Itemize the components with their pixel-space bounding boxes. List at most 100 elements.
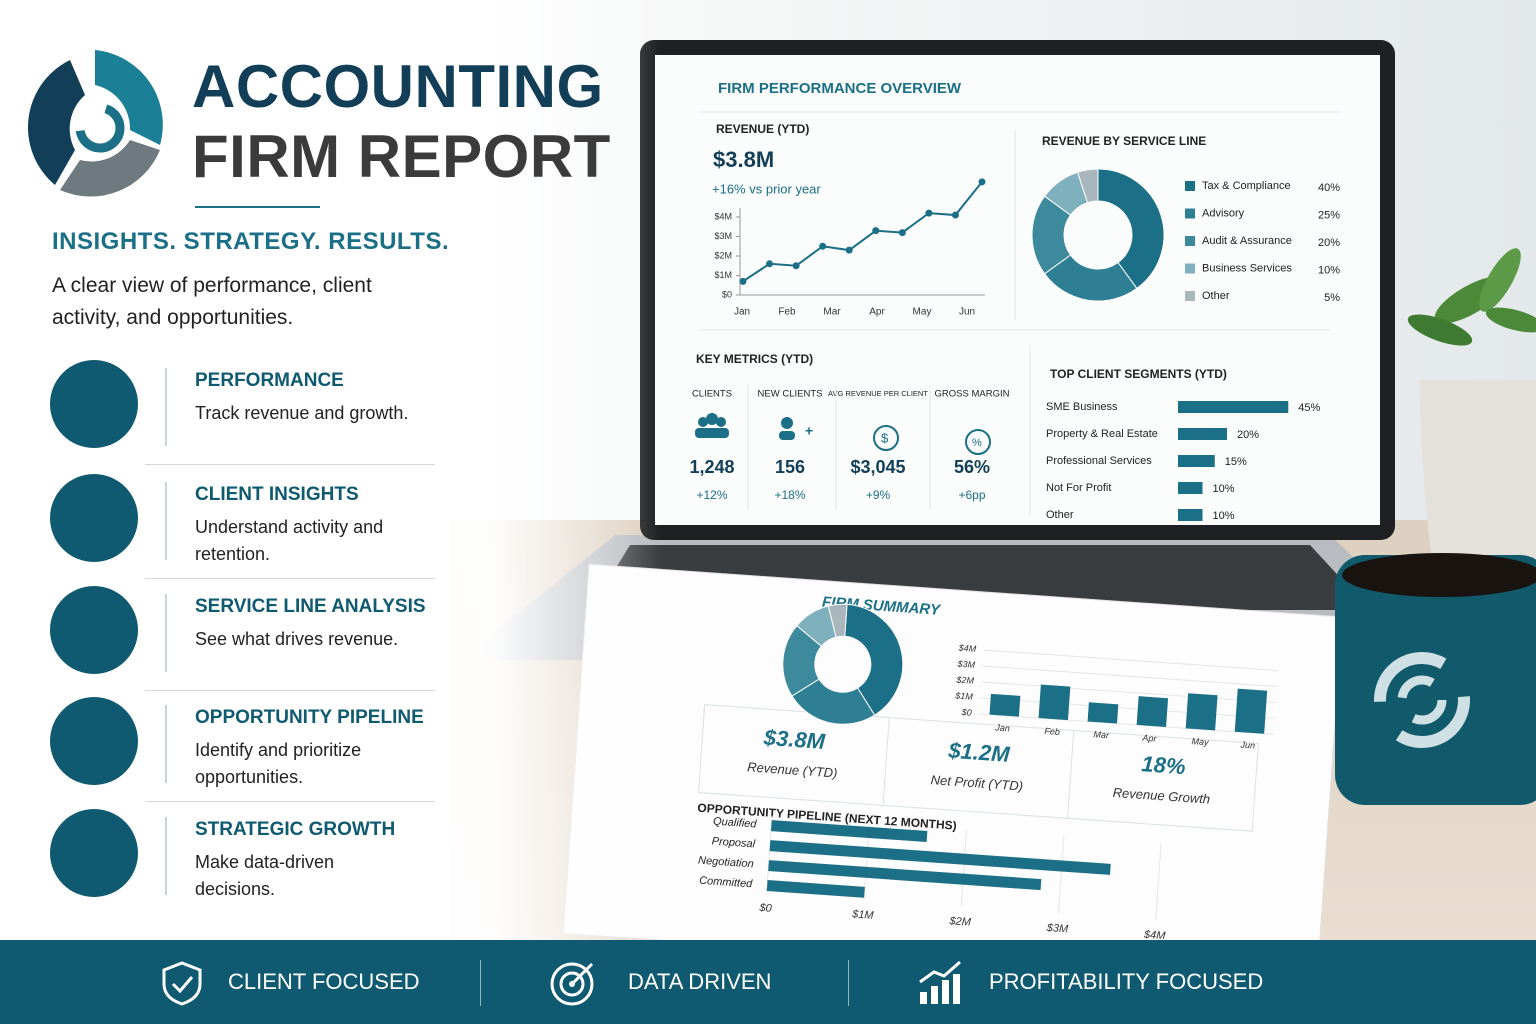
bar — [1038, 684, 1071, 721]
x-tick-label: $3M — [1045, 922, 1069, 936]
title-line: FIRM REPORT — [192, 123, 611, 190]
feature-icon — [50, 809, 138, 897]
value-label: 25% — [1318, 209, 1340, 221]
metric-change: +12% — [696, 488, 727, 502]
bar — [1178, 428, 1227, 440]
feature-text: Track revenue and growth. — [195, 403, 409, 423]
donut-slice — [844, 603, 904, 716]
footer-text: PROFITABILITY FOCUSED — [989, 969, 1264, 994]
left-panel: ACCOUNTING FIRM REPORT INSIGHTS. STRATEG… — [0, 0, 640, 940]
y-tick-label: $3M — [956, 659, 976, 670]
segments-title: TOP CLIENT SEGMENTS (YTD) — [1050, 367, 1227, 381]
feature-icon — [50, 474, 138, 562]
metrics-title: KEY METRICS (YTD) — [696, 352, 813, 366]
feature-title: PERFORMANCE — [195, 370, 344, 391]
x-tick-label: Feb — [1044, 726, 1060, 737]
scene: FIRM PERFORMANCE OVERVIEW REVENUE (YTD) … — [0, 0, 1536, 940]
divider — [145, 801, 435, 802]
point — [925, 209, 933, 217]
growth-icon — [919, 960, 961, 1004]
metric-label: CLIENTS — [692, 389, 732, 400]
grid-line — [984, 649, 1279, 672]
footer-item: PROFITABILITY FOCUSED — [989, 940, 1263, 1024]
legend-label: Tax & Compliance — [1202, 180, 1291, 192]
bar — [1087, 702, 1119, 724]
category-label: Qualified — [713, 815, 758, 830]
y-tick-label: $4M — [714, 211, 732, 221]
feature: CLIENT INSIGHTS Understand activity and r… — [50, 474, 435, 586]
category-label: SME Business — [1046, 401, 1118, 413]
divider — [1067, 730, 1075, 819]
legend-swatch — [1185, 263, 1195, 274]
metric-value: 1,248 — [689, 457, 734, 477]
x-tick-label: May — [913, 307, 932, 318]
metric-label: AVG REVENUE PER CLIENT — [828, 389, 928, 398]
feature-title: OPPORTUNITY PIPELINE — [195, 707, 424, 728]
metric-label: GROSS MARGIN — [935, 389, 1010, 400]
divider — [145, 690, 435, 691]
donut-slice — [1076, 168, 1099, 204]
legend-label: Advisory — [1202, 207, 1245, 219]
feature-text: Identify and prioritize opportunities. — [195, 740, 362, 787]
title-line: ACCOUNTING — [192, 53, 604, 120]
bar — [1185, 693, 1218, 731]
target-icon — [550, 962, 594, 1006]
dashboard-title: FIRM PERFORMANCE OVERVIEW — [718, 80, 962, 97]
svg-text:+: + — [805, 423, 813, 439]
x-tick-label: $2M — [948, 915, 972, 929]
category-label: Committed — [699, 875, 754, 891]
point — [845, 246, 853, 254]
x-tick-label: May — [1191, 736, 1209, 747]
revenue-value: $3.8M — [713, 147, 774, 172]
plant — [1407, 248, 1536, 560]
donut-slice — [791, 678, 876, 725]
kpi-value: $3.8M — [762, 725, 826, 754]
separator — [848, 960, 849, 1006]
value-label: 10% — [1213, 483, 1235, 495]
y-tick-label: $0 — [722, 289, 732, 299]
donut-slice — [1043, 254, 1138, 302]
svg-text:%: % — [972, 437, 982, 449]
category-label: Proposal — [711, 835, 756, 850]
y-tick-label: $4M — [957, 643, 977, 654]
feature-text: See what drives revenue. — [195, 629, 399, 649]
kpi-value: 18% — [1141, 751, 1187, 779]
x-tick-label: Mar — [823, 307, 841, 318]
metric-icons: + $ % — [695, 413, 991, 455]
grid-line — [960, 829, 968, 907]
feature-icon — [50, 697, 138, 785]
dashboard-screen: FIRM PERFORMANCE OVERVIEW REVENUE (YTD) … — [689, 80, 1340, 522]
bar — [766, 880, 865, 898]
bar — [1178, 509, 1203, 521]
feature-title: STRATEGIC GROWTH — [195, 819, 396, 840]
footer-text: CLIENT FOCUSED — [228, 969, 420, 994]
footer-item: CLIENT FOCUSED — [228, 940, 420, 1024]
y-tick-label: $3M — [714, 231, 732, 241]
category-label: Negotiation — [698, 855, 754, 871]
shield-icon — [162, 961, 202, 1006]
point — [819, 242, 827, 250]
metric-change: +18% — [774, 488, 805, 502]
mug — [1335, 553, 1536, 805]
value-label: 15% — [1225, 456, 1247, 468]
value-label: 10% — [1318, 264, 1340, 276]
point — [766, 260, 774, 268]
x-tick-label: $0 — [758, 902, 773, 915]
grid-line — [979, 713, 1274, 735]
legend-label: Business Services — [1202, 262, 1292, 274]
x-tick-label: Apr — [869, 307, 885, 318]
feature-icon — [50, 586, 138, 674]
legend-swatch — [1185, 291, 1195, 301]
category-label: Not For Profit — [1046, 482, 1111, 494]
x-tick-label: Feb — [778, 307, 796, 318]
bar — [768, 860, 1042, 891]
grid-line — [1155, 842, 1162, 920]
donut-slice — [827, 603, 848, 638]
svg-text:$: $ — [881, 430, 889, 445]
x-tick-label: Apr — [1141, 733, 1158, 744]
feature: PERFORMANCE Track revenue and growth. — [50, 360, 435, 472]
y-tick-label: $0 — [960, 707, 972, 718]
grid-line — [1057, 836, 1065, 913]
point — [951, 211, 959, 219]
